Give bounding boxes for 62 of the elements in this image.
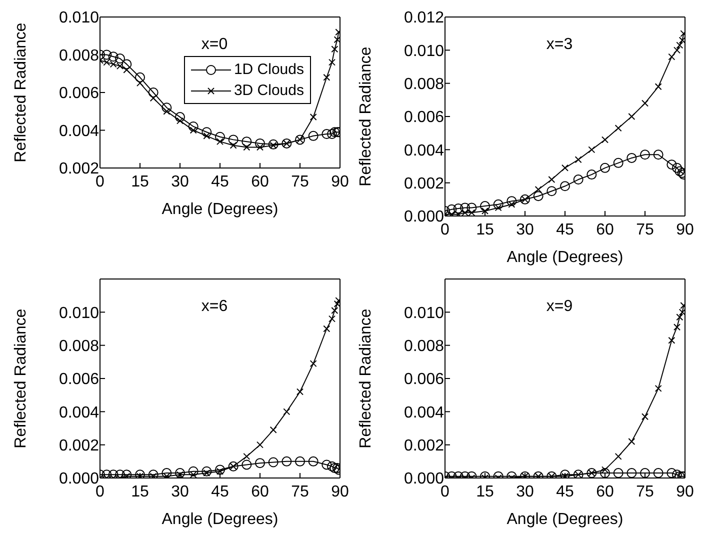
y-tick-label: 0.010 xyxy=(404,42,444,60)
y-axis-title: Reflected Radiance xyxy=(358,308,375,448)
x-tick-label: 30 xyxy=(171,173,189,190)
y-tick-label: 0.008 xyxy=(404,76,444,94)
y-tick-label: 0.006 xyxy=(58,371,100,388)
y-tick-label: 0.004 xyxy=(404,404,444,422)
x-tick-label: 60 xyxy=(596,483,614,500)
y-axis-title: Reflected Radiance xyxy=(12,308,30,448)
x-tick-label: 15 xyxy=(476,483,494,500)
y-tick-label: 0.002 xyxy=(404,438,444,455)
x-axis-title: Angle (Degrees) xyxy=(506,511,624,528)
annotation: x=0 xyxy=(201,36,228,53)
annotation: x=6 xyxy=(201,298,228,315)
x-tick-label: 75 xyxy=(636,483,654,500)
x-tick-label: 0 xyxy=(440,483,450,500)
x-tick-label: 90 xyxy=(676,221,694,238)
annotation: x=9 xyxy=(546,298,573,315)
y-tick-label: 0.006 xyxy=(404,109,444,126)
x-tick-label: 30 xyxy=(516,483,534,500)
x-tick-label: 0 xyxy=(96,173,105,190)
x-tick-label: 90 xyxy=(676,483,694,500)
x-tick-label: 45 xyxy=(556,221,574,238)
y-tick-label: 0.010 xyxy=(58,304,100,322)
y-tick-label: 0.002 xyxy=(58,438,100,455)
x-tick-label: 45 xyxy=(211,173,229,190)
y-tick-label: 0.008 xyxy=(58,47,100,64)
y-tick-label: 0.010 xyxy=(404,304,444,322)
x-axis-title: Angle (Degrees) xyxy=(506,249,624,266)
x-axis-title: Angle (Degrees) xyxy=(162,201,278,218)
y-tick-label: 0.008 xyxy=(58,338,100,356)
x-tick-label: 30 xyxy=(171,483,189,500)
x-tick-label: 0 xyxy=(440,221,450,238)
x-tick-label: 15 xyxy=(476,221,494,238)
y-tick-label: 0.002 xyxy=(404,176,444,193)
x-tick-label: 60 xyxy=(251,173,269,190)
x-tick-label: 60 xyxy=(596,221,614,238)
x-tick-label: 75 xyxy=(291,173,309,190)
x-tick-label: 45 xyxy=(556,483,574,500)
y-tick-label: 0.004 xyxy=(404,142,444,160)
x-tick-label: 75 xyxy=(291,483,309,500)
x-tick-label: 90 xyxy=(331,483,349,500)
y-axis-title: Reflected Radiance xyxy=(358,46,375,186)
x-tick-label: 75 xyxy=(636,221,654,238)
legend-label: 1D Clouds xyxy=(234,61,304,78)
y-tick-label: 0.006 xyxy=(404,371,444,388)
y-axis-title: Reflected Radiance xyxy=(12,22,30,162)
legend-label: 3D Clouds xyxy=(234,82,304,99)
x-tick-label: 15 xyxy=(131,173,149,190)
y-tick-label: 0.006 xyxy=(58,85,100,102)
x-tick-label: 90 xyxy=(331,173,349,190)
x-tick-label: 60 xyxy=(251,483,269,500)
y-tick-label: 0.004 xyxy=(58,404,100,422)
y-tick-label: 0.004 xyxy=(58,122,100,140)
x-tick-label: 45 xyxy=(211,483,229,500)
y-tick-label: 0.010 xyxy=(58,10,100,27)
x-axis-title: Angle (Degrees) xyxy=(162,511,278,528)
y-tick-label: 0.012 xyxy=(404,10,444,27)
x-tick-label: 15 xyxy=(131,483,149,500)
x-tick-label: 0 xyxy=(96,483,105,500)
y-tick-label: 0.008 xyxy=(404,338,444,356)
annotation: x=3 xyxy=(546,36,573,53)
x-tick-label: 30 xyxy=(516,221,534,238)
